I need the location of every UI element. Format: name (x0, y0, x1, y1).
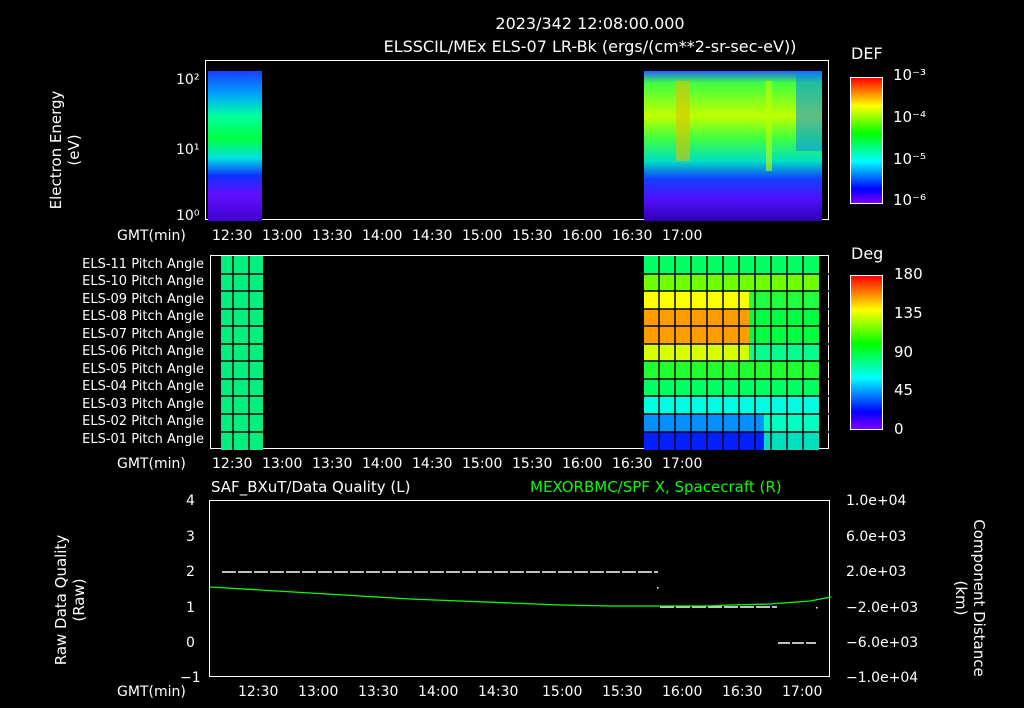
ytick-100: 10² (176, 72, 200, 88)
pitch-angle-image (211, 256, 830, 450)
panel3-left-title: SAF_BXuT/Data Quality (L) (211, 478, 411, 496)
panel1-ylabel: Electron Energy (eV) (47, 90, 83, 210)
deg-colorbar (850, 275, 883, 430)
plot-timestamp: 2023/342 12:08:00.000 (495, 14, 685, 33)
colorbar1-title: DEF (851, 44, 883, 63)
def-colorbar (850, 77, 883, 204)
cb2-tick-135: 135 (894, 304, 923, 322)
panel3-ylabel-left: Raw Data Quality (Raw) (52, 534, 88, 666)
line-plot-series (210, 571, 831, 644)
cb2-tick-180: 180 (894, 265, 923, 283)
time-axis-label-3: GMT(min) (117, 684, 186, 700)
cb2-tick-0: 0 (894, 420, 904, 438)
energy-spectrogram (205, 60, 829, 221)
cb1-tick-1e-6: 10⁻⁶ (893, 191, 927, 209)
plot-subtitle: ELSSCIL/MEx ELS-07 LR-Bk (ergs/(cm**2-sr… (383, 37, 797, 56)
panel3-ylabel-right: Component Distance (km) (952, 519, 988, 677)
spectrogram-image (208, 71, 822, 221)
ytick-10: 10¹ (176, 142, 200, 158)
cb2-tick-90: 90 (894, 343, 914, 361)
cb1-tick-1e-3: 10⁻³ (893, 66, 927, 84)
colorbar2-title: Deg (851, 244, 884, 263)
cb1-tick-1e-4: 10⁻⁴ (893, 108, 927, 126)
cb2-tick-45: 45 (894, 381, 914, 399)
time-axis-label-1: GMT(min) (117, 228, 186, 244)
ytick-1: 10⁰ (176, 208, 200, 224)
panel3-right-title: MEXORBMC/SPF X, Spacecraft (R) (530, 478, 782, 496)
time-axis-label-2: GMT(min) (117, 456, 186, 472)
line-plot (209, 500, 831, 677)
pitch-angle-grid (210, 255, 830, 450)
cb1-tick-1e-5: 10⁻⁵ (893, 150, 927, 168)
